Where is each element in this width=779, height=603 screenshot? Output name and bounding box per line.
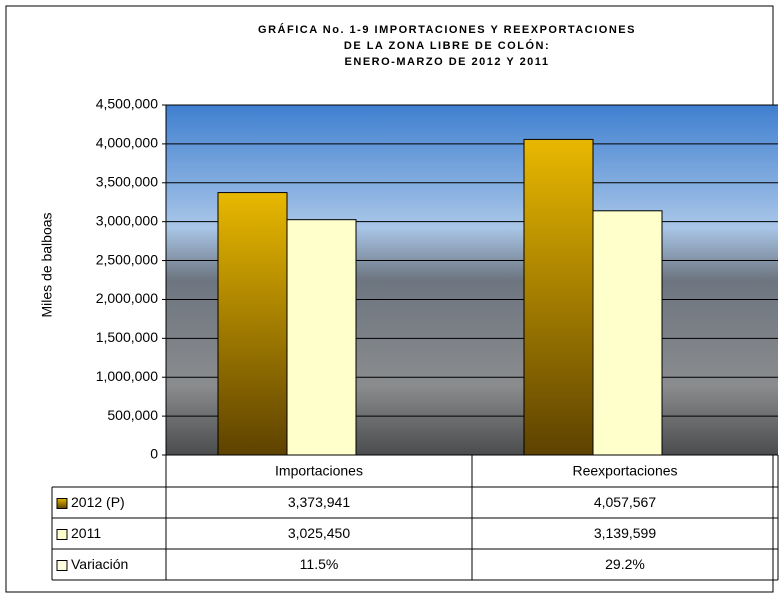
y-tick-label: 500,000 [107, 407, 158, 423]
y-axis-label: Miles de balboas [39, 212, 55, 317]
table-value: 4,057,567 [594, 494, 656, 510]
legend-swatch [56, 498, 68, 509]
bar [217, 192, 288, 456]
title: GRÁFICA No. 1-9 IMPORTACIONES Y REEXPORT… [258, 23, 636, 36]
y-tick-label: 2,000,000 [96, 290, 158, 306]
legend-swatch [56, 560, 68, 571]
y-tick-label: 3,500,000 [96, 173, 158, 189]
y-tick-label: 1,000,000 [96, 368, 158, 384]
category-label: Importaciones [275, 463, 363, 479]
title: DE LA ZONA LIBRE DE COLÓN: [344, 39, 550, 52]
table-value: 29.2% [605, 556, 645, 572]
legend-label: 2012 (P) [71, 494, 125, 510]
table-value: 3,139,599 [594, 525, 656, 541]
legend-swatch [56, 529, 68, 540]
bar [592, 210, 663, 456]
bar [286, 219, 357, 456]
y-tick-label: 2,500,000 [96, 251, 158, 267]
category-label: Reexportaciones [572, 463, 677, 479]
y-tick-label: 4,500,000 [96, 96, 158, 112]
table-value: 3,025,450 [288, 525, 350, 541]
y-tick-label: 1,500,000 [96, 329, 158, 345]
y-tick-label: 3,000,000 [96, 212, 158, 228]
y-tick-label: 4,000,000 [96, 135, 158, 151]
title: ENERO-MARZO DE 2012 Y 2011 [345, 56, 550, 68]
table-value: 11.5% [300, 556, 339, 572]
legend-label: 2011 [71, 525, 101, 541]
legend-label: Variación [71, 556, 128, 572]
y-tick-label: 0 [150, 446, 158, 462]
bar [523, 138, 594, 456]
table-value: 3,373,941 [288, 494, 350, 510]
